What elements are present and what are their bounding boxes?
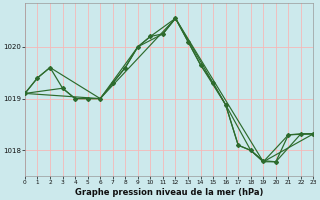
X-axis label: Graphe pression niveau de la mer (hPa): Graphe pression niveau de la mer (hPa): [75, 188, 263, 197]
